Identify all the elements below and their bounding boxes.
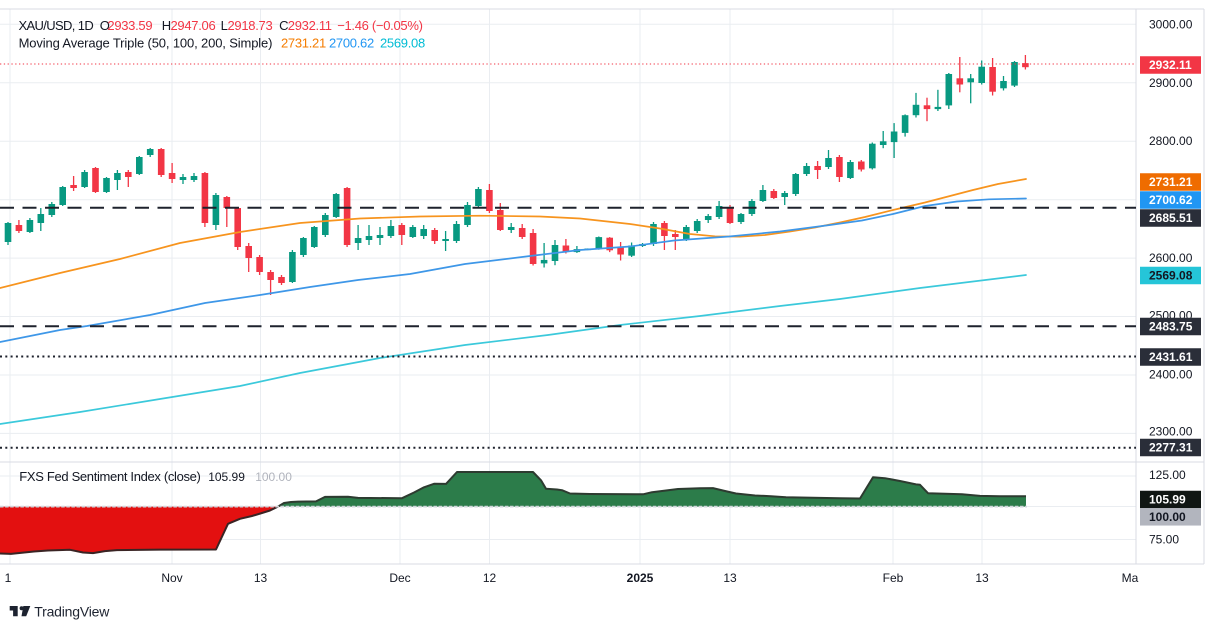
svg-text:2800.00: 2800.00 <box>1149 134 1193 148</box>
svg-text:2431.61: 2431.61 <box>1149 350 1193 364</box>
svg-text:100.00: 100.00 <box>255 470 292 484</box>
svg-text:2700.62: 2700.62 <box>1149 193 1193 207</box>
svg-text:2483.75: 2483.75 <box>1149 320 1193 334</box>
svg-text:13: 13 <box>254 571 268 585</box>
svg-text:2400.00: 2400.00 <box>1149 368 1193 382</box>
svg-text:2731.21: 2731.21 <box>1149 175 1193 189</box>
svg-text:O: O <box>100 18 110 33</box>
svg-text:Nov: Nov <box>161 571 182 585</box>
svg-text:2025: 2025 <box>627 571 654 585</box>
svg-text:XAU/USD, 1D: XAU/USD, 1D <box>19 18 94 33</box>
svg-text:105.99: 105.99 <box>208 470 245 484</box>
svg-text:1: 1 <box>5 571 12 585</box>
svg-text:H: H <box>162 18 171 33</box>
svg-text:13: 13 <box>975 571 989 585</box>
svg-text:2918.73: 2918.73 <box>228 18 273 33</box>
svg-text:2947.06: 2947.06 <box>171 18 216 33</box>
svg-text:2300.00: 2300.00 <box>1149 425 1193 439</box>
svg-text:Ma: Ma <box>1122 571 1139 585</box>
svg-text:75.00: 75.00 <box>1149 533 1179 547</box>
svg-text:13: 13 <box>723 571 737 585</box>
svg-text:Feb: Feb <box>883 571 904 585</box>
svg-text:3000.00: 3000.00 <box>1149 18 1193 32</box>
svg-text:Dec: Dec <box>389 571 410 585</box>
svg-text:2685.51: 2685.51 <box>1149 211 1193 225</box>
svg-text:105.99: 105.99 <box>1149 493 1186 507</box>
svg-text:125.00: 125.00 <box>1149 468 1186 482</box>
svg-text:Moving Average Triple (50, 100: Moving Average Triple (50, 100, 200, Sim… <box>19 36 273 51</box>
svg-text:−1.46 (−0.05%): −1.46 (−0.05%) <box>337 18 422 33</box>
svg-text:2933.59: 2933.59 <box>107 18 152 33</box>
svg-text:FXS Fed Sentiment Index (close: FXS Fed Sentiment Index (close) <box>19 469 200 484</box>
svg-text:2731.21: 2731.21 <box>281 36 326 51</box>
svg-text:2900.00: 2900.00 <box>1149 76 1193 90</box>
svg-text:2932.11: 2932.11 <box>1149 58 1192 72</box>
svg-text:2569.08: 2569.08 <box>1149 269 1193 283</box>
svg-text:TradingView: TradingView <box>34 603 110 619</box>
svg-text:L: L <box>221 18 228 33</box>
svg-text:C: C <box>279 18 288 33</box>
svg-text:2932.11: 2932.11 <box>288 18 332 33</box>
svg-text:2700.62: 2700.62 <box>329 36 374 51</box>
svg-text:2569.08: 2569.08 <box>380 36 425 51</box>
svg-text:2600.00: 2600.00 <box>1149 251 1193 265</box>
svg-text:100.00: 100.00 <box>1149 510 1186 524</box>
svg-text:12: 12 <box>483 571 497 585</box>
svg-text:2277.31: 2277.31 <box>1149 441 1193 455</box>
